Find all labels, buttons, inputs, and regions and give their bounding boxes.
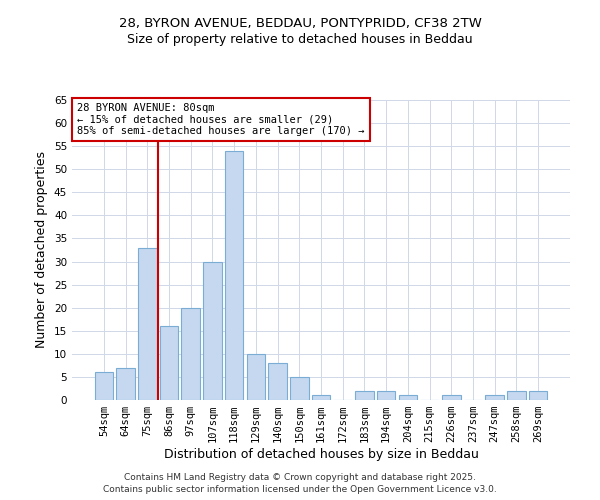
Bar <box>95 372 113 400</box>
Bar <box>398 396 417 400</box>
Bar <box>160 326 178 400</box>
Bar <box>529 391 547 400</box>
Bar <box>268 363 287 400</box>
Bar <box>377 391 395 400</box>
Bar <box>203 262 221 400</box>
Bar <box>442 396 461 400</box>
Bar <box>247 354 265 400</box>
Text: 28 BYRON AVENUE: 80sqm
← 15% of detached houses are smaller (29)
85% of semi-det: 28 BYRON AVENUE: 80sqm ← 15% of detached… <box>77 103 364 136</box>
Bar <box>225 151 244 400</box>
Text: Contains HM Land Registry data © Crown copyright and database right 2025.: Contains HM Land Registry data © Crown c… <box>124 472 476 482</box>
Bar <box>355 391 374 400</box>
Text: 28, BYRON AVENUE, BEDDAU, PONTYPRIDD, CF38 2TW: 28, BYRON AVENUE, BEDDAU, PONTYPRIDD, CF… <box>119 18 481 30</box>
Bar <box>312 396 330 400</box>
Bar <box>181 308 200 400</box>
Bar <box>507 391 526 400</box>
Bar <box>485 396 504 400</box>
Y-axis label: Number of detached properties: Number of detached properties <box>35 152 49 348</box>
Bar <box>290 377 308 400</box>
X-axis label: Distribution of detached houses by size in Beddau: Distribution of detached houses by size … <box>164 448 478 461</box>
Text: Size of property relative to detached houses in Beddau: Size of property relative to detached ho… <box>127 32 473 46</box>
Bar <box>116 368 135 400</box>
Text: Contains public sector information licensed under the Open Government Licence v3: Contains public sector information licen… <box>103 485 497 494</box>
Bar <box>138 248 157 400</box>
